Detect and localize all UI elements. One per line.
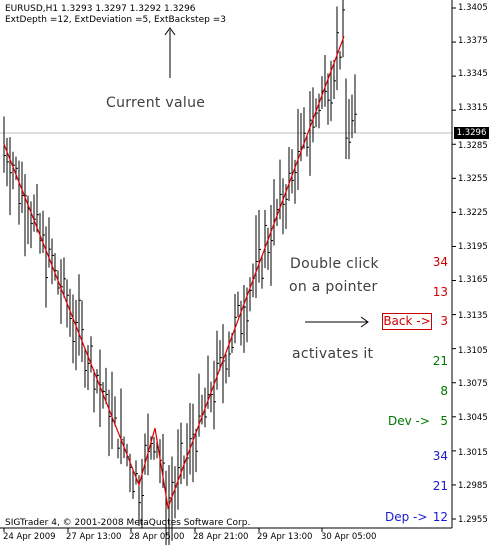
- price-tick: 1.3345: [458, 69, 488, 79]
- current-price-badge: 1.3296: [454, 127, 489, 139]
- back-value: 3: [440, 314, 448, 328]
- price-tick: 1.3165: [458, 275, 488, 285]
- time-tick: 24 Apr 2009: [3, 532, 56, 542]
- chart-title: EURUSD,H1 1.3293 1.3297 1.3292 1.3296: [5, 4, 196, 14]
- time-tick: 29 Apr 13:00: [257, 532, 313, 542]
- back-button[interactable]: Back ->: [382, 313, 432, 330]
- price-tick: 1.3045: [458, 413, 488, 423]
- price-tick: 1.3315: [458, 103, 488, 113]
- zigzag-line: [3, 36, 345, 510]
- price-tick: 1.3075: [458, 379, 488, 389]
- instruction-line-3: activates it: [292, 346, 374, 362]
- price-tick: 1.3405: [458, 3, 488, 13]
- price-tick: 1.2955: [458, 515, 488, 525]
- indicator-params: ExtDepth =12, ExtDeviation =5, ExtBackst…: [5, 15, 226, 25]
- axes: [0, 0, 456, 532]
- price-tick: 1.3105: [458, 346, 488, 356]
- backstep-up-pointer[interactable]: 21: [432, 479, 448, 493]
- depth-up-pointer[interactable]: 13: [432, 285, 448, 299]
- dep-button[interactable]: Dep ->: [385, 510, 428, 524]
- time-tick: 28 Apr 05:00: [129, 532, 185, 542]
- time-tick: 28 Apr 21:00: [193, 532, 249, 542]
- deviation-up-pointer[interactable]: 21: [432, 354, 448, 368]
- instruction-line-2: on a pointer: [289, 279, 378, 295]
- deviation-up-pointer[interactable]: 8: [440, 384, 448, 398]
- price-tick: 1.3195: [458, 242, 488, 252]
- price-tick: 1.3015: [458, 448, 488, 458]
- current-value-label: Current value: [106, 95, 206, 111]
- dev-button[interactable]: Dev ->: [388, 414, 430, 428]
- price-tick: 1.3375: [458, 36, 488, 46]
- dev-value: 5: [440, 414, 448, 428]
- zigzag-indicator: [3, 36, 345, 510]
- time-tick: 27 Apr 13:00: [66, 532, 122, 542]
- dep-value: 12: [432, 510, 448, 524]
- time-tick: 30 Apr 05:00: [321, 532, 377, 542]
- price-tick: 1.3225: [458, 208, 488, 218]
- copyright-footer: SIGTrader 4, © 2001-2008 MetaQuotes Soft…: [5, 518, 251, 528]
- candlesticks: [3, 0, 357, 545]
- price-tick: 1.3135: [458, 311, 488, 321]
- price-tick: 1.2985: [458, 481, 488, 491]
- price-tick: 1.3285: [458, 141, 488, 151]
- arrows: [164, 27, 369, 328]
- depth-up-pointer[interactable]: 34: [432, 255, 448, 269]
- backstep-up-pointer[interactable]: 34: [432, 449, 448, 463]
- price-tick: 1.3255: [458, 174, 488, 184]
- instruction-line-1: Double click: [290, 256, 379, 272]
